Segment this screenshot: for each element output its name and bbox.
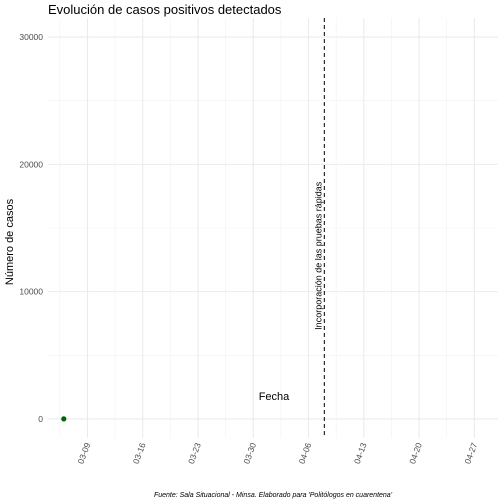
vline-annotation-label: Incorporación de las pruebas rápidas	[313, 181, 323, 330]
chart-caption: Fuente: Sala Situacional - Minsa. Elabor…	[154, 492, 393, 499]
grid-lines	[48, 18, 498, 438]
chart-title: Evolución de casos positivos detectados	[48, 2, 282, 17]
y-tick-label: 20000	[19, 159, 43, 169]
y-axis-label: Número de casos	[4, 198, 16, 285]
y-tick-label: 30000	[19, 32, 43, 42]
annotations: Incorporación de las pruebas rápidas	[313, 18, 325, 438]
y-tick-label: 10000	[19, 287, 43, 297]
y-tick-label: 0	[38, 414, 43, 424]
data-points	[61, 416, 67, 422]
y-axis-ticks: 0 10000 20000 30000	[19, 32, 43, 424]
data-point	[61, 416, 67, 422]
x-axis-label: Fecha	[259, 391, 290, 403]
